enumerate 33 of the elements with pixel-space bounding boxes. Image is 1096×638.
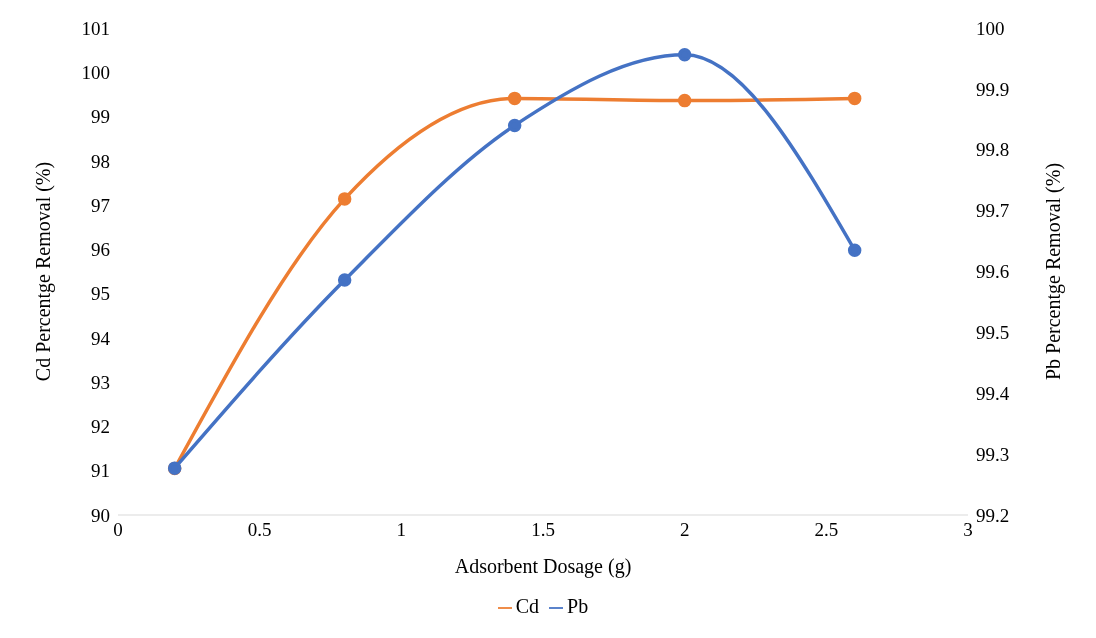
- x-tick-label: 2.5: [814, 519, 839, 541]
- y2-tick-label: 99.8: [976, 139, 1010, 161]
- y-tick-label: 95: [91, 283, 110, 305]
- y2-tick-label: 99.6: [976, 261, 1010, 283]
- y2-tick-label: 99.4: [976, 382, 1010, 404]
- y2-tick-label: 99.2: [976, 504, 1010, 526]
- legend-label: Cd: [515, 595, 540, 617]
- y-tick-label: 101: [81, 17, 110, 39]
- y2-axis-title: Pb Percentge Removal (%): [1042, 162, 1066, 381]
- x-tick-label: 0: [113, 519, 123, 541]
- y-tick-label: 96: [91, 239, 110, 261]
- x-tick-label: 1: [396, 519, 407, 541]
- y2-tick-label: 99.3: [976, 443, 1010, 465]
- y-axis-title: Cd Percentge Removal (%): [32, 161, 56, 382]
- y-tick-label: 99: [91, 106, 110, 128]
- x-tick-label: 0.5: [247, 519, 272, 541]
- y-tick-label: 100: [81, 62, 110, 84]
- y2-tick-label: 100: [976, 17, 1005, 39]
- y2-tick-label: 99.7: [976, 200, 1010, 222]
- y-tick-label: 90: [91, 504, 110, 526]
- legend-label: Pb: [567, 595, 589, 617]
- x-tick-label: 2: [679, 519, 690, 541]
- y-tick-label: 98: [91, 150, 110, 172]
- x-tick-label: 1.5: [531, 519, 555, 541]
- y-tick-label: 97: [91, 194, 110, 216]
- y-tick-label: 91: [91, 460, 110, 482]
- y-tick-label: 93: [91, 371, 110, 393]
- x-tick-label: 3: [963, 519, 973, 541]
- y2-tick-label: 99.9: [976, 78, 1010, 100]
- y2-tick-label: 99.5: [976, 322, 1010, 344]
- x-axis-title: Adsorbent Dosage (g): [454, 555, 632, 578]
- y-tick-label: 92: [91, 416, 110, 438]
- y-tick-label: 94: [91, 327, 111, 349]
